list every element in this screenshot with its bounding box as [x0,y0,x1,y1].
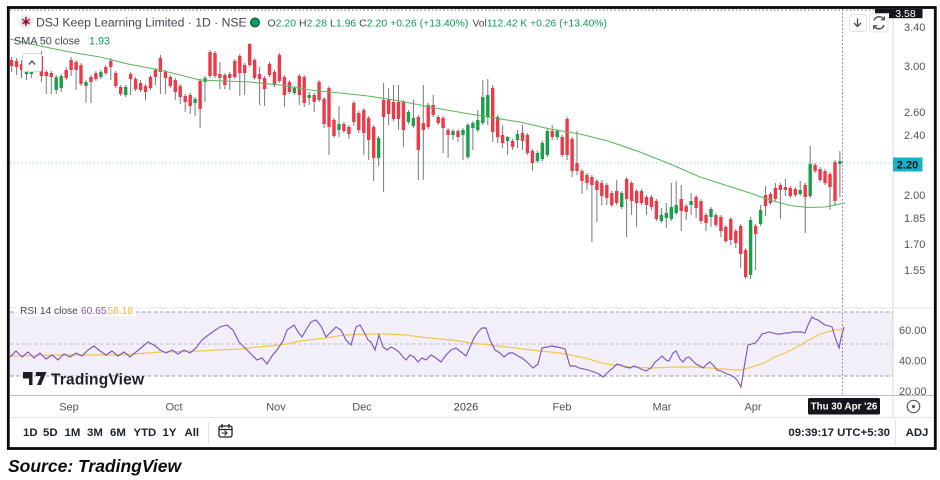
svg-text:RSI 14 close: RSI 14 close [20,306,78,317]
svg-text:2.20: 2.20 [897,159,918,171]
svg-text:1M: 1M [65,427,81,439]
svg-text:1Y: 1Y [163,427,177,439]
svg-text:3.58: 3.58 [895,8,916,20]
svg-text:All: All [185,427,200,439]
svg-text:1D: 1D [23,427,38,439]
svg-text:Nov: Nov [266,402,286,414]
svg-text:1.55: 1.55 [904,265,925,277]
svg-text:O2.20 H2.28 L1.96 C2.20 +0.26: O2.20 H2.28 L1.96 C2.20 +0.26 (+13.40%) [268,18,469,30]
svg-text:2.00: 2.00 [904,190,925,202]
svg-text:1.70: 1.70 [904,239,925,251]
svg-text:5D: 5D [43,427,58,439]
svg-text:58.18: 58.18 [108,306,134,317]
svg-text:Thu 30 Apr '26: Thu 30 Apr '26 [811,402,878,413]
svg-text:Oct: Oct [165,402,182,414]
svg-text:3.00: 3.00 [904,61,925,73]
svg-text:ADJ: ADJ [906,427,929,439]
svg-text:Vol112.42 K +0.26 (+13.40%): Vol112.42 K +0.26 (+13.40%) [473,19,607,30]
svg-text:60.65: 60.65 [81,306,107,317]
svg-text:Feb: Feb [553,402,572,414]
svg-text:3.40: 3.40 [904,22,925,34]
svg-text:20.00: 20.00 [899,386,927,398]
svg-text:Source: TradingView: Source: TradingView [8,456,182,476]
svg-text:40.00: 40.00 [899,356,927,368]
svg-text:Sep: Sep [59,402,79,414]
svg-text:SMA 50 close: SMA 50 close [14,36,80,48]
svg-text:1.85: 1.85 [904,213,925,225]
svg-text:Dec: Dec [352,402,372,414]
svg-text:60.00: 60.00 [899,325,927,337]
svg-text:Apr: Apr [744,402,761,414]
svg-text:DSJ Keep Learning Limited · 1D: DSJ Keep Learning Limited · 1D · NSE [36,16,247,30]
svg-text:2.40: 2.40 [904,130,925,142]
svg-text:YTD: YTD [134,427,157,439]
svg-text:2026: 2026 [454,402,478,414]
svg-text:1.93: 1.93 [89,36,110,48]
svg-text:6M: 6M [110,427,126,439]
svg-text:3M: 3M [87,427,103,439]
svg-text:2.60: 2.60 [904,107,925,119]
svg-text:TradingView: TradingView [51,372,145,389]
svg-text:Mar: Mar [653,402,672,414]
svg-text:09:39:17 UTC+5:30: 09:39:17 UTC+5:30 [788,427,890,439]
